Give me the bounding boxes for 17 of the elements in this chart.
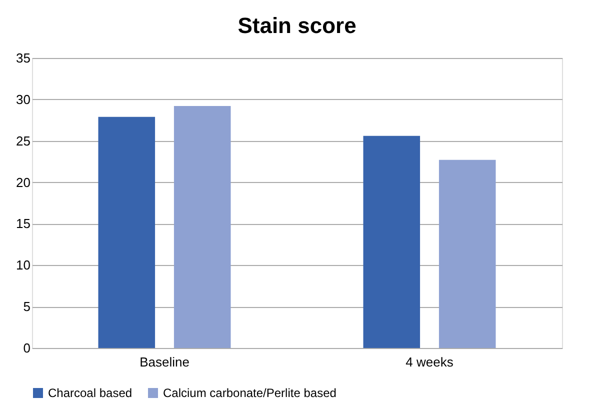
- chart-title: Stain score: [238, 13, 356, 38]
- y-tick-label: 20: [16, 174, 30, 190]
- bar: [174, 106, 231, 348]
- y-tick-label: 10: [16, 258, 30, 273]
- bar: [438, 160, 496, 348]
- legend-label: Calcium carbonate/Perlite based: [163, 386, 336, 400]
- y-tick-label: 35: [16, 50, 30, 66]
- y-tick-label: 30: [16, 92, 30, 107]
- x-tick-label: Baseline: [140, 354, 190, 370]
- legend-label: Charcoal based: [48, 386, 132, 400]
- y-tick-label: 25: [16, 133, 30, 148]
- y-tick-label: 15: [16, 216, 30, 232]
- y-tick-label: 0: [23, 340, 30, 356]
- bar: [363, 136, 420, 348]
- x-tick-label: 4 weeks: [406, 354, 454, 370]
- y-tick-label: 5: [23, 299, 30, 314]
- bar: [98, 116, 156, 348]
